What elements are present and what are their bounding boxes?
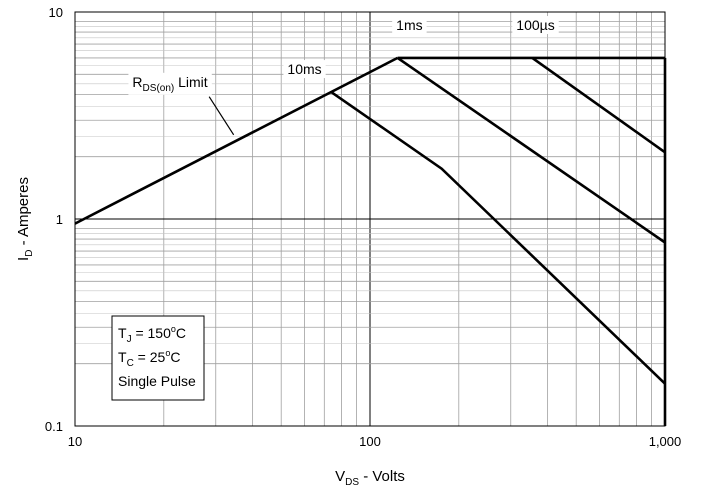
y-axis-label: ID - Amperes — [15, 177, 35, 261]
series-line-3 — [396, 56, 666, 244]
annotation-bg — [128, 72, 212, 95]
condition-text: TJ = 150oC — [118, 324, 186, 345]
annotation-rds: RDS(on) Limit — [132, 74, 207, 94]
x-axis-label: VDS - Volts — [335, 468, 405, 486]
condition-text: Single Pulse — [118, 373, 196, 389]
x-tick-label: 100 — [359, 434, 381, 449]
annotations: RDS(on) Limit 10ms 1ms 100µs — [128, 16, 559, 136]
annotation-bg — [283, 60, 326, 79]
series-line-0 — [74, 56, 399, 225]
conditions-box: TJ = 150oC TC = 25oC Single Pulse — [111, 315, 205, 401]
annotation-10ms: 10ms — [287, 61, 321, 77]
x-tick-label: 1,000 — [649, 434, 682, 449]
series-line-4 — [330, 91, 666, 385]
tick-labels: 10 100 1,000 0.1 1 10 — [45, 5, 681, 449]
annotation-1ms: 1ms — [396, 17, 422, 33]
annotation-leader — [208, 96, 235, 136]
series-line-2 — [531, 56, 666, 154]
annotation-100us: 100µs — [516, 17, 554, 33]
annotation-bg — [392, 16, 427, 35]
conditions-box-frame — [111, 315, 205, 401]
plot-border — [74, 11, 666, 427]
y-tick-label: 1 — [56, 212, 63, 227]
condition-text: TC = 25oC — [118, 348, 180, 369]
annotation-bg — [512, 16, 559, 35]
x-tick-label: 10 — [68, 434, 82, 449]
y-tick-label: 10 — [49, 5, 63, 20]
y-tick-label: 0.1 — [45, 419, 63, 434]
y-axis-label-group: ID - Amperes — [15, 177, 35, 261]
